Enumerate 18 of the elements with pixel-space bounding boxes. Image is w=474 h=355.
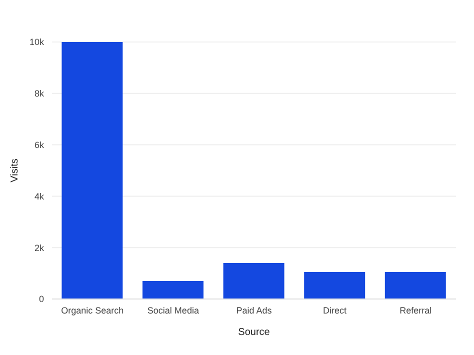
x-tick-label: Referral — [400, 305, 432, 316]
x-axis-title: Source — [238, 327, 270, 338]
x-tick-label: Paid Ads — [236, 305, 272, 316]
y-tick-label: 2k — [34, 242, 44, 253]
y-tick-label: 6k — [34, 140, 44, 150]
bar — [223, 263, 284, 299]
x-tick-label: Direct — [323, 305, 348, 316]
x-tick-label: Social Media — [147, 305, 199, 316]
bar — [142, 281, 204, 299]
y-tick-label: 10k — [29, 37, 44, 48]
y-tick-label: 8k — [34, 88, 44, 99]
bar — [304, 272, 366, 299]
y-tick-label: 4k — [34, 191, 44, 202]
bar — [384, 272, 446, 299]
y-tick-label: 0 — [38, 294, 44, 304]
bar — [62, 42, 123, 299]
y-axis-title: Visits — [10, 158, 21, 182]
x-tick-label: Organic Search — [61, 305, 124, 316]
